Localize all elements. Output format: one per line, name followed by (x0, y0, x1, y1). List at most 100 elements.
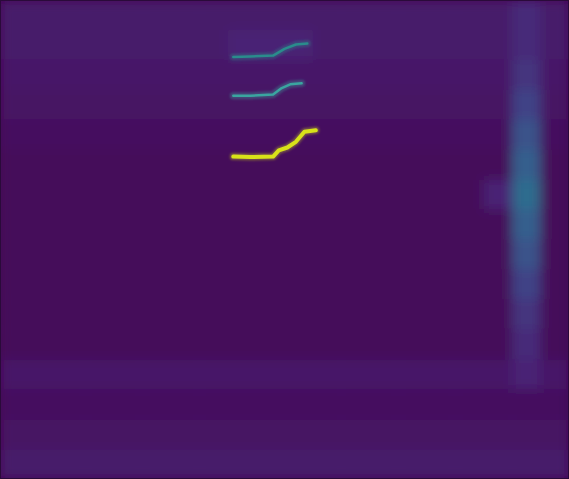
cell (199, 419, 228, 449)
cell (313, 60, 342, 90)
cell (427, 90, 456, 120)
cell (85, 269, 114, 299)
cell (171, 30, 200, 60)
cell (0, 0, 29, 30)
cell (28, 449, 57, 479)
cell (0, 389, 29, 419)
cell (398, 30, 427, 60)
cell (512, 150, 541, 180)
cell (85, 329, 114, 359)
cell (57, 269, 86, 299)
cell (427, 329, 456, 359)
cell (541, 210, 569, 240)
cell (313, 120, 342, 150)
cell (341, 60, 370, 90)
cell (341, 389, 370, 419)
cell (171, 419, 200, 449)
cell (142, 389, 171, 419)
cell (313, 90, 342, 120)
cell (484, 269, 513, 299)
cell (398, 329, 427, 359)
cell (57, 299, 86, 329)
cell (28, 210, 57, 240)
cell (228, 0, 257, 30)
cell (484, 0, 513, 30)
cell (285, 389, 314, 419)
cell (85, 60, 114, 90)
cell (541, 30, 569, 60)
cell (541, 90, 569, 120)
cell (28, 299, 57, 329)
cell (256, 210, 285, 240)
cell (171, 210, 200, 240)
cell (228, 449, 257, 479)
cell (370, 329, 399, 359)
cell (114, 449, 143, 479)
cell (341, 180, 370, 210)
cell (28, 389, 57, 419)
cell (228, 180, 257, 210)
cell (171, 269, 200, 299)
cell (370, 449, 399, 479)
cell (0, 210, 29, 240)
cell (427, 359, 456, 389)
cell (512, 90, 541, 120)
cell (313, 210, 342, 240)
cell (28, 30, 57, 60)
cell (341, 269, 370, 299)
cell (427, 269, 456, 299)
cell (199, 240, 228, 270)
cells (0, 0, 569, 479)
cell (512, 359, 541, 389)
cell (455, 60, 484, 90)
cell (512, 389, 541, 419)
cell (313, 180, 342, 210)
cell (455, 150, 484, 180)
cell (199, 30, 228, 60)
trace (233, 44, 307, 57)
cell (341, 419, 370, 449)
cell (398, 120, 427, 150)
cell (398, 359, 427, 389)
cell (398, 210, 427, 240)
cell (142, 150, 171, 180)
cell (28, 359, 57, 389)
cell (484, 389, 513, 419)
cell (427, 449, 456, 479)
cell (541, 329, 569, 359)
cell (171, 120, 200, 150)
cell (455, 30, 484, 60)
cell (370, 180, 399, 210)
cell (512, 30, 541, 60)
cell (28, 0, 57, 30)
cell (57, 180, 86, 210)
cell (199, 150, 228, 180)
cell (171, 60, 200, 90)
trace (233, 83, 301, 96)
cell (85, 210, 114, 240)
cell (484, 30, 513, 60)
cell (28, 240, 57, 270)
cell (114, 90, 143, 120)
cell (427, 0, 456, 30)
cell (427, 419, 456, 449)
cell (313, 299, 342, 329)
cell (142, 419, 171, 449)
cell (370, 419, 399, 449)
cell (28, 269, 57, 299)
cell (199, 90, 228, 120)
cell (427, 389, 456, 419)
cell (398, 60, 427, 90)
cell (370, 240, 399, 270)
cell (57, 150, 86, 180)
cell (28, 90, 57, 120)
cell (370, 359, 399, 389)
cell (455, 180, 484, 210)
frame (1, 1, 569, 479)
cell (541, 60, 569, 90)
cell (370, 0, 399, 30)
cell (398, 299, 427, 329)
background (0, 0, 569, 479)
cell (85, 30, 114, 60)
cell (313, 0, 342, 30)
